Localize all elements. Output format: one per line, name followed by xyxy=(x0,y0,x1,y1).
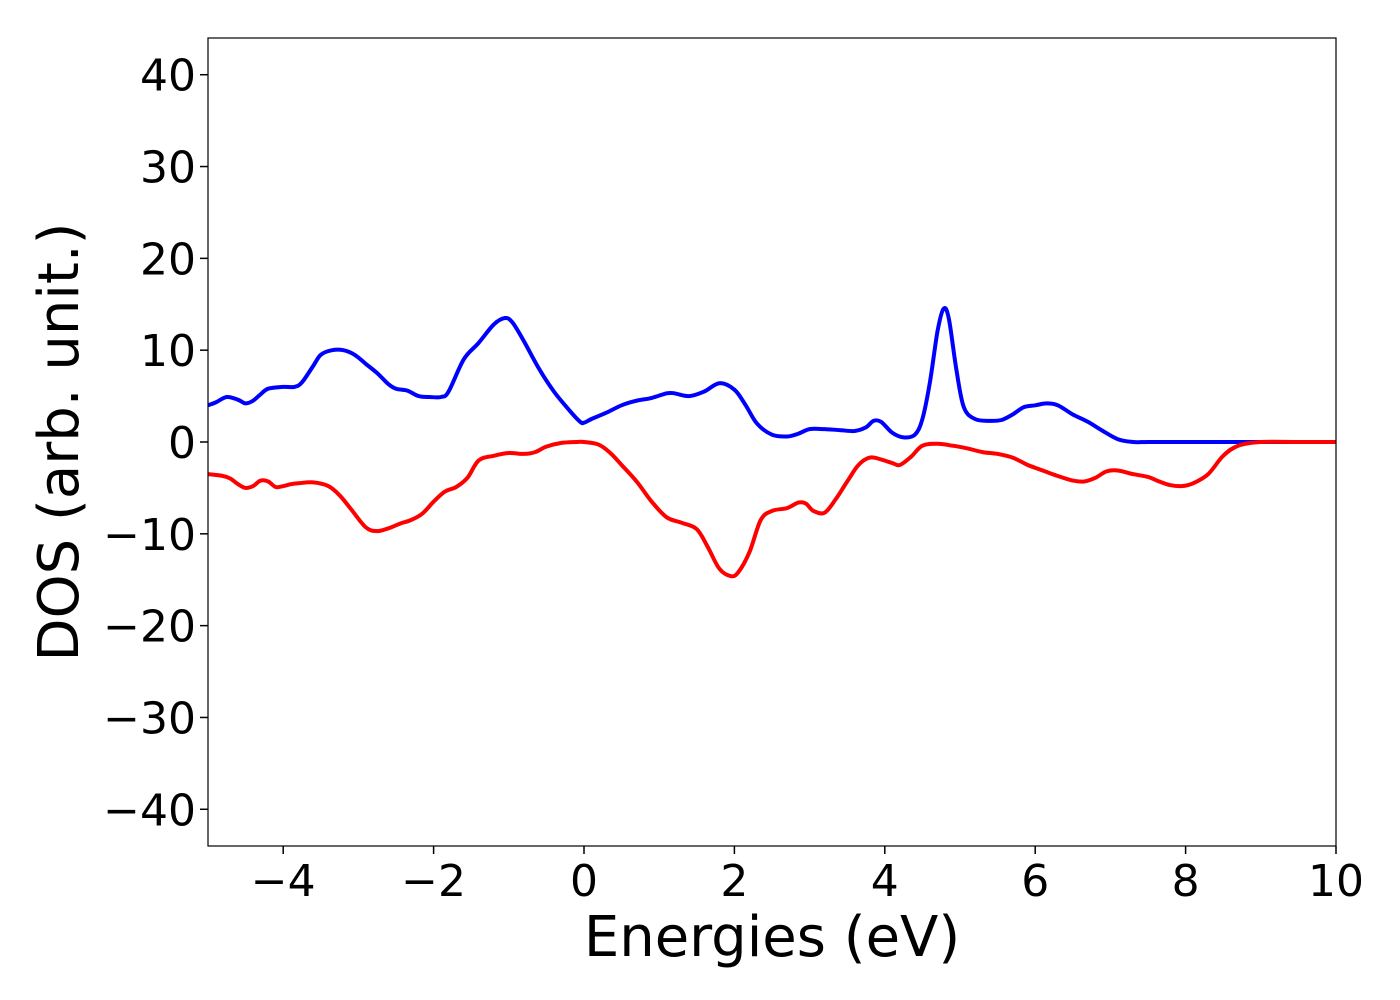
x-axis-label: Energies (eV) xyxy=(584,905,960,970)
x-tick-label: 8 xyxy=(1172,856,1200,907)
x-tick-label: −4 xyxy=(251,856,316,907)
y-tick-label: −20 xyxy=(103,602,196,653)
dos-series-line-1 xyxy=(208,305,1336,445)
x-tick-label: 2 xyxy=(720,856,748,907)
y-tick-label: 40 xyxy=(140,51,196,102)
y-tick-label: 10 xyxy=(140,326,196,377)
dos-series-line-2 xyxy=(208,439,1336,579)
series-layer xyxy=(208,305,1336,579)
y-tick-label: 30 xyxy=(140,143,196,194)
x-tick-label: 4 xyxy=(871,856,899,907)
y-axis-label: DOS (arb. unit.) xyxy=(27,222,92,661)
x-tick-label: 10 xyxy=(1308,856,1364,907)
x-tick-label: 6 xyxy=(1021,856,1049,907)
x-tick-label: 0 xyxy=(570,856,598,907)
y-axis: −40 −30 −20 −10 0 10 20 30 40 xyxy=(103,51,208,836)
x-axis: −4 −2 0 2 4 6 8 10 xyxy=(251,846,1364,907)
y-tick-label: 20 xyxy=(140,234,196,285)
y-tick-label: −30 xyxy=(103,693,196,744)
y-tick-label: 0 xyxy=(168,418,196,469)
x-tick-label: −2 xyxy=(401,856,466,907)
y-tick-label: −10 xyxy=(103,510,196,561)
y-tick-label: −40 xyxy=(103,785,196,836)
